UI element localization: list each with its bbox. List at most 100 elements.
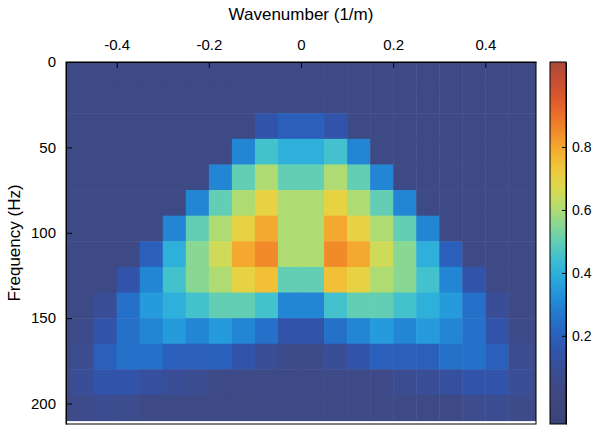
heat-cell [416, 293, 440, 319]
heat-cell [531, 293, 536, 319]
heat-cell [301, 139, 325, 165]
heat-cell [71, 344, 95, 370]
heat-cell [278, 318, 302, 344]
heat-cell [347, 267, 371, 293]
heat-cell [416, 369, 440, 395]
heat-cell [71, 164, 95, 190]
heat-cell [186, 293, 210, 319]
heat-cell [508, 369, 532, 395]
heat-cell [485, 216, 509, 242]
heat-cell [186, 88, 210, 114]
heat-cell [232, 369, 256, 395]
heat-cell [94, 318, 118, 344]
heat-cell [485, 369, 509, 395]
heat-cell [393, 267, 417, 293]
heat-cell [462, 190, 486, 216]
heat-cell [439, 369, 463, 395]
heat-cell [324, 267, 348, 293]
tick: 150 [31, 309, 72, 326]
heat-cell [209, 267, 233, 293]
heat-cell [117, 62, 141, 88]
heat-cell [255, 62, 279, 88]
heat-cell [301, 395, 325, 421]
heat-cell [416, 318, 440, 344]
tick: -0.2 [196, 36, 222, 68]
heat-cell [278, 395, 302, 421]
colorbar [550, 62, 566, 424]
heat-cell [393, 139, 417, 165]
heat-cell [255, 88, 279, 114]
heat-cell [508, 293, 532, 319]
heat-cell [370, 318, 394, 344]
heat-cell [140, 164, 164, 190]
heat-cell [370, 241, 394, 267]
tick: 0.4 [562, 265, 592, 281]
tick-label: 0 [48, 53, 56, 70]
heat-cell [117, 241, 141, 267]
heat-cell [508, 62, 532, 88]
heat-cell [278, 293, 302, 319]
heat-cell [255, 113, 279, 139]
heat-cell [347, 293, 371, 319]
heat-cell [324, 190, 348, 216]
cells [66, 62, 536, 421]
heat-cell [255, 216, 279, 242]
heat-cell [163, 139, 187, 165]
heat-cell [209, 369, 233, 395]
heat-cell [209, 395, 233, 421]
heat-cell [324, 164, 348, 190]
heat-cell [209, 62, 233, 88]
heat-cell [324, 139, 348, 165]
heat-cell [209, 190, 233, 216]
heat-cell [347, 395, 371, 421]
heat-cell [347, 369, 371, 395]
heat-cell [140, 318, 164, 344]
heat-cell [347, 139, 371, 165]
heat-cell [393, 190, 417, 216]
heat-cell [232, 293, 256, 319]
x-axis: -0.4-0.200.20.4 [67, 36, 537, 68]
tick-label: 0.4 [475, 36, 496, 53]
heat-cell [439, 293, 463, 319]
heat-cell [370, 293, 394, 319]
heat-cell [439, 62, 463, 88]
heat-cell [278, 113, 302, 139]
heat-cell [370, 190, 394, 216]
tick-mark [66, 62, 72, 63]
heat-cell [278, 369, 302, 395]
heat-cell [462, 88, 486, 114]
heat-cell [439, 139, 463, 165]
heat-cell [485, 318, 509, 344]
tick-label: 50 [39, 139, 56, 156]
heat-cell [531, 267, 536, 293]
heat-cell [232, 241, 256, 267]
tick-label: 200 [31, 395, 56, 412]
heat-cell [347, 190, 371, 216]
chart: -0.4-0.200.20.4050100150200Wavenumber (1… [0, 0, 602, 438]
heat-cell [94, 216, 118, 242]
heat-cell [531, 62, 536, 88]
heat-cell [416, 395, 440, 421]
heat-cell [439, 216, 463, 242]
tick-label: 0.6 [572, 202, 592, 218]
heat-cell [278, 190, 302, 216]
heat-cell [370, 164, 394, 190]
heat-cell [347, 241, 371, 267]
heat-cell [485, 139, 509, 165]
heat-cell [140, 113, 164, 139]
heat-cell [324, 369, 348, 395]
heat-cell [347, 62, 371, 88]
axis-line [566, 63, 567, 425]
heat-cell [232, 62, 256, 88]
heat-cell [71, 395, 95, 421]
heat-cell [393, 88, 417, 114]
heat-cell [439, 164, 463, 190]
heat-cell [531, 216, 536, 242]
heat-cell [163, 190, 187, 216]
heat-cell [531, 164, 536, 190]
heat-cell [393, 369, 417, 395]
heat-cell [439, 241, 463, 267]
heat-cell [232, 318, 256, 344]
tick-mark [562, 336, 566, 337]
heat-cell [301, 216, 325, 242]
